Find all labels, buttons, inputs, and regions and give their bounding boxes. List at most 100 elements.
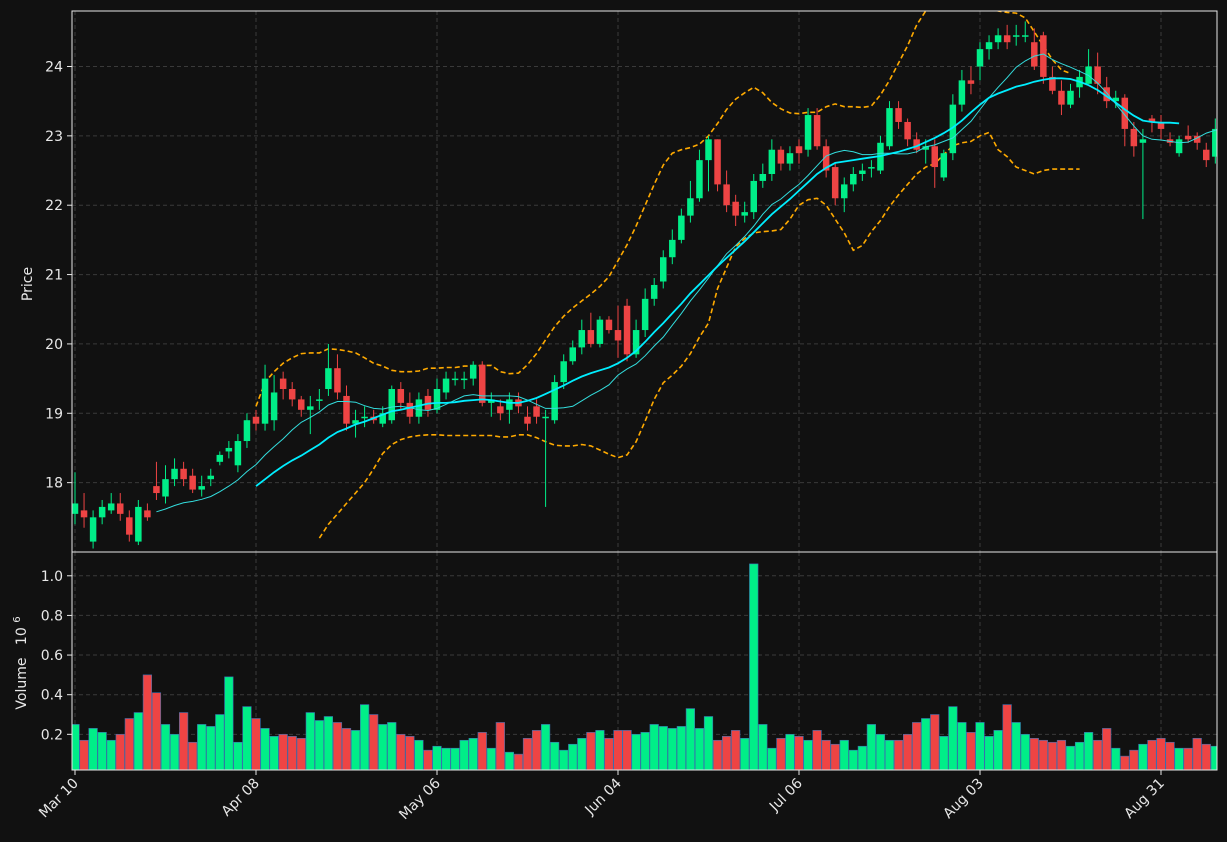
candle-body (976, 49, 984, 67)
candle-body (1103, 87, 1110, 102)
volume-bar (1111, 747, 1121, 770)
candle-body (859, 170, 866, 174)
candle-body (551, 382, 558, 421)
volume-plot-area (72, 563, 1217, 770)
candle-body (488, 399, 495, 403)
volume-bar (495, 722, 505, 770)
volume-bar (151, 692, 162, 770)
volume-bar (631, 734, 641, 770)
x-tick-label: Aug 03 (940, 776, 986, 822)
candle-body (198, 486, 205, 490)
price-tick-label: 20 (45, 337, 63, 353)
volume-bar (1183, 747, 1193, 770)
candle-body (117, 503, 124, 514)
candle-body (234, 441, 242, 466)
volume-bar (133, 712, 143, 770)
volume-bar (1084, 732, 1094, 770)
candle-body (542, 416, 549, 419)
volume-bar (613, 730, 623, 770)
price-tick-label: 23 (45, 129, 63, 145)
candle-body (533, 406, 540, 417)
volume-bar (966, 732, 976, 770)
candle-body (777, 149, 785, 164)
volume-bar (794, 736, 804, 770)
candle-body (469, 364, 477, 379)
volume-bar (568, 743, 578, 770)
volume-bar (893, 739, 904, 770)
candle-body (958, 80, 966, 105)
candle-body (660, 257, 667, 282)
volume-bar (884, 739, 895, 770)
candle-body (343, 395, 350, 424)
volume-axis-title: Volume (14, 658, 30, 710)
volume-bar (323, 716, 334, 770)
candle-body (307, 406, 314, 410)
volume-bar (378, 724, 388, 770)
volume-bar (233, 741, 243, 770)
volume-bar (731, 730, 741, 770)
price-axis-label: Price (20, 267, 36, 301)
volume-bar (1020, 734, 1030, 770)
volume-bar (640, 732, 650, 770)
candle-body (569, 347, 576, 362)
volume-bar (350, 730, 361, 770)
volume-bar (97, 732, 107, 770)
volume-bar (649, 724, 659, 770)
volume-bar (776, 737, 786, 770)
volume-bar (468, 737, 478, 770)
candle-body (243, 420, 251, 442)
upper-band-line (255, 11, 1071, 407)
volume-bar (224, 676, 234, 770)
volume-bar (332, 722, 343, 770)
candle-body (189, 475, 196, 490)
volume-panel (72, 552, 1217, 770)
volume-bar (486, 747, 496, 770)
volume-bar (369, 714, 379, 770)
volume-bar (821, 739, 831, 770)
volume-bar (1174, 747, 1184, 770)
volume-bar (658, 726, 668, 770)
volume-bar (522, 737, 533, 770)
volume-bar (341, 728, 352, 770)
volume-bar (1210, 745, 1217, 770)
volume-bar (740, 737, 750, 770)
candle-body (723, 184, 730, 206)
ma-slow-line (255, 77, 1180, 487)
volume-bar (785, 734, 795, 770)
volume-bar (559, 749, 569, 770)
x-tick-label: Aug 31 (1121, 776, 1167, 822)
candle-body (1175, 139, 1183, 154)
candle-body (153, 486, 160, 494)
volume-bar (667, 728, 677, 770)
ma-fast-line (156, 53, 1217, 513)
volume-bar (595, 730, 605, 770)
volume-bar (767, 747, 777, 770)
volume-bar (269, 736, 279, 770)
volume-bar (169, 734, 180, 770)
volume-bar (441, 747, 451, 770)
price-panel (72, 11, 1217, 552)
volume-bar (1102, 728, 1112, 770)
volume-bar (142, 674, 153, 770)
candle-body (1094, 66, 1101, 84)
volume-bar (414, 739, 424, 770)
candle-body (669, 239, 676, 258)
candle-body (388, 389, 395, 421)
volume-bar (477, 732, 487, 770)
price-tick-label: 24 (45, 59, 63, 75)
price-tick-label: 21 (45, 268, 63, 284)
candle-body (1022, 35, 1029, 37)
volume-bar (215, 714, 225, 770)
volume-bar (115, 734, 125, 770)
volume-bar (1074, 741, 1085, 770)
volume-bar (1093, 739, 1103, 770)
candle-body (261, 378, 269, 424)
candle-body (714, 139, 721, 185)
volume-bar (1038, 739, 1048, 770)
x-tick-label: Jun 04 (582, 775, 625, 818)
volume-bar (948, 706, 958, 770)
volume-bar (975, 722, 985, 770)
volume-bar (314, 720, 324, 770)
candle-body (524, 416, 531, 424)
